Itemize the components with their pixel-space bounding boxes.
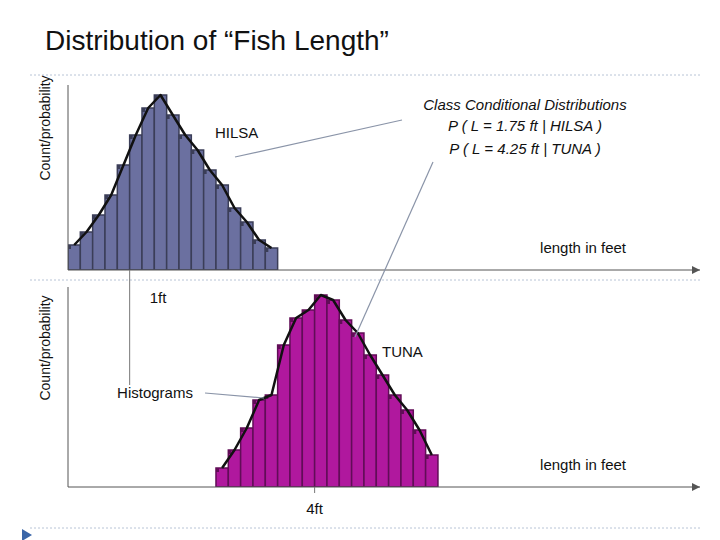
bar-cap (278, 345, 281, 349)
bar-cap (290, 318, 293, 322)
histogram-bar (130, 135, 142, 270)
density-curve (222, 295, 432, 468)
histogram-bar (68, 245, 80, 270)
connector (355, 162, 433, 337)
histogram-bar (426, 455, 438, 487)
histogram-bar (117, 165, 129, 270)
bar-cap (241, 222, 244, 226)
annotation: P ( L = 4.25 ft | TUNA ) (449, 140, 600, 157)
y-axis-label: Count/probability (37, 75, 53, 180)
annotation: P ( L = 1.75 ft | HILSA ) (448, 117, 602, 134)
bar-cap (364, 355, 367, 359)
connector (205, 393, 264, 398)
bar-cap (167, 115, 170, 119)
histogram-bar (253, 240, 265, 270)
histogram-bar (327, 300, 339, 487)
bar-cap (253, 240, 256, 244)
axis-arrow (692, 266, 700, 274)
histogram-bar (376, 375, 388, 487)
x-tick (314, 487, 315, 493)
slide-rule (30, 280, 700, 281)
series-label: HILSA (215, 124, 258, 141)
bar-cap (130, 135, 133, 139)
bar-cap (105, 195, 108, 199)
x-tick (129, 270, 130, 385)
x-axis-label: length in feet (540, 239, 627, 256)
bar-cap (241, 428, 244, 432)
bar-cap (327, 300, 330, 304)
plot-area (216, 295, 438, 487)
histogram-bar (216, 185, 228, 270)
y-axis (68, 85, 69, 270)
annotation: Class Conditional Distributions (423, 96, 627, 113)
slide-rule (30, 528, 700, 529)
plot-area (68, 95, 278, 270)
bar-cap (253, 400, 256, 404)
histogram-bar (191, 150, 203, 270)
histogram-bar (265, 395, 277, 487)
bar-cap (216, 185, 219, 189)
x-axis (68, 487, 700, 488)
histogram-bar (315, 295, 327, 487)
series-label: TUNA (382, 343, 423, 360)
histogram-bar (302, 310, 314, 487)
histogram-bar (364, 355, 376, 487)
slide-icon (22, 529, 32, 540)
histogram-bar (179, 135, 191, 270)
bar-cap (142, 108, 145, 112)
histogram-bar (154, 95, 166, 270)
bar-cap (216, 468, 219, 472)
histogram-bar (253, 400, 265, 487)
y-axis-label: Count/probability (37, 295, 53, 400)
x-tick-label: 1ft (150, 289, 168, 306)
connector (235, 120, 402, 157)
histogram-bar (204, 170, 216, 270)
histogram-bar (401, 410, 413, 487)
bar-cap (401, 410, 404, 414)
histogram-bar (339, 320, 351, 487)
bar-cap (191, 150, 194, 154)
bar-cap (265, 248, 268, 252)
axis-arrow (692, 483, 700, 491)
bar-cap (179, 135, 182, 139)
bar-cap (339, 320, 342, 324)
x-tick-label: 4ft (306, 500, 324, 517)
histogram-bar (290, 318, 302, 487)
annotation: Histograms (117, 384, 193, 401)
bar-cap (413, 430, 416, 434)
slide-rule (30, 75, 700, 76)
x-axis-label: length in feet (540, 456, 627, 473)
histogram-bar (216, 468, 228, 487)
histogram-bar (265, 248, 277, 270)
x-axis (68, 270, 700, 271)
histogram-bar (93, 215, 105, 270)
y-axis (68, 287, 69, 487)
histogram-bar (352, 333, 364, 487)
density-curve (74, 95, 271, 248)
bar-cap (376, 375, 379, 379)
bar-cap (204, 170, 207, 174)
histogram-bar (142, 108, 154, 270)
histogram-bar (228, 208, 240, 270)
histogram-bar (167, 115, 179, 270)
histogram-bar (389, 395, 401, 487)
bar-cap (228, 208, 231, 212)
histogram-bar (105, 195, 117, 270)
title: Distribution of “Fish Length” (45, 25, 389, 56)
bar-cap (426, 455, 429, 459)
bar-cap (352, 333, 355, 337)
bar-cap (389, 395, 392, 399)
bar-cap (117, 165, 120, 169)
